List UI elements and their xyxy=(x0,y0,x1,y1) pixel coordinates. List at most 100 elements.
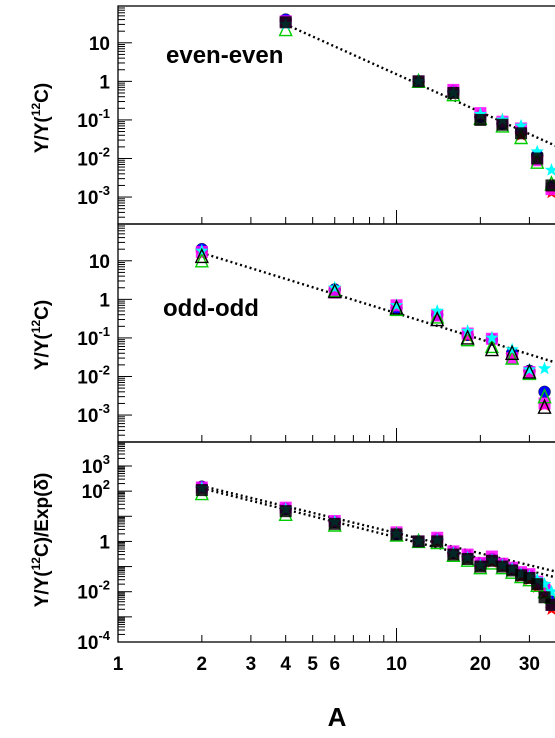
series-4 xyxy=(279,17,555,176)
series-2 xyxy=(279,15,555,196)
data-point xyxy=(530,144,544,158)
y-tick-label: 1 xyxy=(99,72,110,93)
data-point xyxy=(515,127,528,140)
series-0 xyxy=(195,480,555,608)
data-point xyxy=(279,505,292,518)
y-axis-label-main: Y/Y( xyxy=(32,116,53,154)
series-3 xyxy=(194,252,552,404)
data-point xyxy=(545,179,555,192)
series-4 xyxy=(195,481,555,598)
data-point xyxy=(505,342,519,356)
data-marks xyxy=(194,242,552,414)
data-point xyxy=(461,552,474,565)
y-tick-label: 10-1 xyxy=(77,106,110,132)
ticks xyxy=(117,5,530,225)
data-point xyxy=(496,560,509,573)
data-point xyxy=(431,535,444,548)
data-point xyxy=(522,363,537,379)
x-tick-label: 1 xyxy=(113,654,124,675)
data-point xyxy=(447,548,460,561)
x-tick-label: 3 xyxy=(246,654,257,675)
data-point xyxy=(537,398,552,414)
y-axis-label: Y/Y(12C)/Exp(δ) xyxy=(29,473,53,608)
y-tick-labels: 10 1 10-1 10-2 10-3 xyxy=(77,34,110,209)
y-axis-label-sup: 12 xyxy=(29,103,43,117)
y-tick-label: 10-2 xyxy=(77,144,110,170)
data-point xyxy=(545,598,555,611)
plot-frame xyxy=(117,441,555,643)
data-point xyxy=(531,152,544,165)
data-point xyxy=(430,308,445,324)
ticks xyxy=(117,441,530,643)
data-point xyxy=(484,340,499,357)
data-point xyxy=(460,331,475,347)
y-tick-label: 10-2 xyxy=(77,578,110,604)
data-point xyxy=(327,282,342,299)
x-tick-label: 5 xyxy=(307,654,318,675)
data-point xyxy=(474,113,487,126)
data-point xyxy=(531,578,544,591)
x-tick-label: 30 xyxy=(519,654,540,675)
data-point xyxy=(473,107,487,120)
data-point xyxy=(194,252,209,268)
data-point xyxy=(544,584,555,598)
series-1 xyxy=(279,16,555,199)
data-point xyxy=(460,329,475,345)
data-point xyxy=(279,16,292,29)
y-axis-label-sup: 12 xyxy=(29,557,43,571)
data-point xyxy=(496,118,509,131)
data-point xyxy=(447,86,460,99)
y-tick-label: 1 xyxy=(99,532,110,553)
x-tick-labels: 1 2 3 4 5 6 10 20 30 xyxy=(113,654,540,675)
y-axis-label-main: Y/Y( xyxy=(32,333,53,371)
y-axis-label-tail: C) xyxy=(32,300,53,320)
data-point xyxy=(412,75,425,88)
data-point xyxy=(537,387,552,404)
panel-even-even: 10 1 10-1 10-2 10-3 even-even Y/Y(12C) xyxy=(29,5,555,225)
data-point xyxy=(514,118,528,132)
data-point xyxy=(506,564,519,577)
series-3 xyxy=(194,484,555,604)
data-point xyxy=(474,560,487,573)
data-point xyxy=(544,163,555,176)
data-point xyxy=(390,528,403,541)
data-point xyxy=(195,484,208,497)
y-axis-label: Y/Y(12C) xyxy=(29,300,53,370)
series-5 xyxy=(195,484,555,611)
data-point xyxy=(505,344,520,360)
data-point xyxy=(430,304,444,317)
y-tick-label: 10-3 xyxy=(77,183,110,209)
y-tick-label: 10 xyxy=(89,252,110,273)
data-point xyxy=(537,577,552,590)
y-axis-label: Y/Y(12C) xyxy=(29,83,53,153)
data-marks xyxy=(194,480,555,615)
data-point xyxy=(522,362,537,376)
y-tick-label: 10-1 xyxy=(77,324,110,350)
y-tick-label: 10 xyxy=(89,34,110,55)
panel-odd-odd: 10 1 10-1 10-2 10-3 odd-odd Y/Y(12C) xyxy=(29,223,555,443)
panel-annotation: odd-odd xyxy=(163,295,259,322)
data-marks xyxy=(278,13,555,199)
x-tick-label: 6 xyxy=(329,654,340,675)
data-point xyxy=(412,535,425,548)
data-point xyxy=(538,385,551,399)
series-1 xyxy=(195,482,555,615)
y-tick-label: 103 xyxy=(82,452,110,478)
x-tick-label: 10 xyxy=(386,654,407,675)
plot-frame xyxy=(117,5,555,225)
y-tick-label: 10-3 xyxy=(77,401,110,427)
data-point xyxy=(485,554,498,567)
ticks xyxy=(117,223,530,443)
fit-line xyxy=(201,251,555,364)
series-5 xyxy=(279,16,555,192)
x-tick-label: 4 xyxy=(280,654,291,675)
y-tick-label: 102 xyxy=(82,477,110,503)
data-point xyxy=(194,247,209,264)
y-tick-label: 1 xyxy=(99,290,110,311)
series-5 xyxy=(194,247,552,414)
data-point xyxy=(328,280,342,294)
series-2 xyxy=(195,481,555,611)
y-tick-label: 10-4 xyxy=(77,628,110,654)
data-point xyxy=(537,361,552,375)
